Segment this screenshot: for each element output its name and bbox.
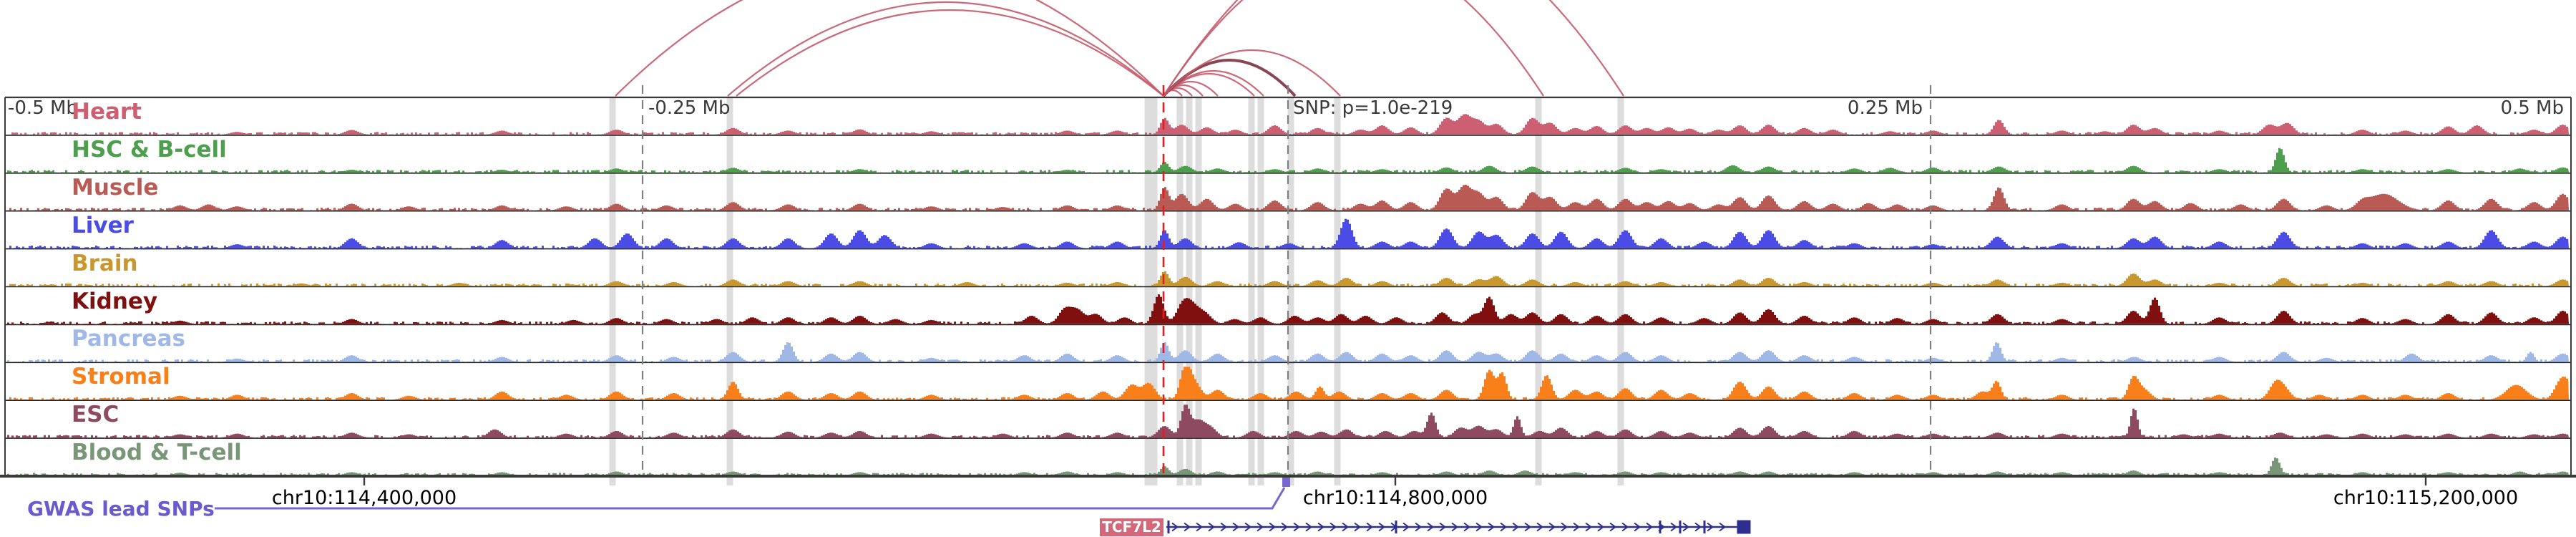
track-label-brain: Brain <box>72 250 138 276</box>
ruler-label-minus-0.5mb: -0.5 Mb <box>8 97 78 119</box>
transcription-direction-chevron <box>1548 522 1556 532</box>
ruler-label-plus-0.25mb: 0.25 Mb <box>1847 97 1923 119</box>
transcription-direction-chevron <box>1354 522 1362 532</box>
guide-lines <box>641 85 1932 478</box>
snp-highlight-band <box>726 97 733 485</box>
transcription-direction-chevron <box>1475 522 1483 532</box>
transcription-direction-chevron <box>1512 522 1520 532</box>
snp-highlight-band <box>1334 97 1341 485</box>
transcription-direction-chevron <box>1609 522 1617 532</box>
transcription-direction-chevron <box>1561 522 1568 532</box>
track-label-blood-t-cell: Blood & T-cell <box>72 440 242 466</box>
transcription-direction-chevron <box>1646 522 1654 532</box>
snp-highlight-band <box>1248 97 1255 485</box>
transcription-direction-chevron <box>1536 522 1544 532</box>
transcription-direction-chevron <box>1634 522 1641 532</box>
transcription-direction-chevron <box>1463 522 1471 532</box>
snp-highlight-band <box>609 97 616 485</box>
transcription-direction-chevron <box>1439 522 1447 532</box>
snp-highlight-band <box>1617 97 1624 485</box>
transcription-direction-chevron <box>1244 522 1252 532</box>
interaction-arc <box>1163 0 1624 97</box>
transcription-direction-chevron <box>1427 522 1435 532</box>
transcription-direction-chevron <box>1281 522 1289 532</box>
track-label-liver: Liver <box>72 212 134 238</box>
gene-label-tcf7l2: TCF7L2 <box>1100 518 1163 536</box>
track-label-muscle: Muscle <box>72 174 159 200</box>
snp-highlight-bands <box>609 97 1624 485</box>
snp-pvalue-label: SNP: p=1.0e-219 <box>1293 97 1453 119</box>
gene-end-exon-block <box>1737 520 1751 534</box>
transcription-direction-chevron <box>1597 522 1605 532</box>
interaction-arc <box>615 0 1164 97</box>
signal-track-muscle <box>7 185 2569 211</box>
signal-tracks <box>7 114 2569 475</box>
gwas-lead-snp-marker <box>1282 478 1290 487</box>
transcription-direction-chevron <box>1196 522 1204 532</box>
transcription-direction-chevron <box>1682 522 1690 532</box>
transcription-direction-chevron <box>1366 522 1374 532</box>
transcription-direction-chevron <box>1451 522 1459 532</box>
interaction-arc <box>1163 49 1341 97</box>
transcription-direction-chevron <box>1707 522 1714 532</box>
transcription-direction-chevron <box>1171 522 1179 532</box>
transcription-direction-chevron <box>1184 522 1191 532</box>
transcription-direction-chevron <box>1317 522 1325 532</box>
track-label-pancreas: Pancreas <box>72 326 185 352</box>
transcription-direction-chevron <box>1573 522 1581 532</box>
transcription-direction-chevron <box>1342 522 1350 532</box>
ruler-label-minus-0.25mb: -0.25 Mb <box>648 97 731 119</box>
transcription-direction-chevron <box>1585 522 1593 532</box>
transcription-direction-chevron <box>1330 522 1337 532</box>
transcription-direction-chevron <box>1488 522 1496 532</box>
transcription-direction-chevron <box>1208 522 1216 532</box>
signal-track-stromal <box>7 367 2569 400</box>
snp-highlight-band <box>1287 97 1294 485</box>
transcription-direction-chevron <box>1257 522 1264 532</box>
snp-highlight-band <box>1176 97 1184 485</box>
transcription-direction-chevron <box>1293 522 1301 532</box>
transcription-direction-chevron <box>1719 522 1727 532</box>
track-label-heart: Heart <box>72 99 142 125</box>
transcription-direction-chevron <box>1670 522 1678 532</box>
transcription-direction-chevron <box>1378 522 1386 532</box>
coordinate-label-left: chr10:114,400,000 <box>271 487 457 509</box>
snp-highlight-band <box>1144 97 1151 485</box>
transcription-direction-chevron <box>1232 522 1240 532</box>
snp-highlight-band <box>1257 97 1264 485</box>
gwas-pointer-line <box>215 487 1286 510</box>
track-label-kidney: Kidney <box>72 288 158 314</box>
transcription-direction-chevron <box>1402 522 1410 532</box>
interaction-arcs <box>615 0 1624 97</box>
transcription-direction-chevron <box>1269 522 1277 532</box>
snp-highlight-band <box>1535 97 1542 485</box>
coordinate-label-right: chr10:115,200,000 <box>2333 487 2519 509</box>
signal-track-brain <box>7 271 2569 286</box>
track-label-stromal: Stromal <box>72 364 170 390</box>
transcription-direction-chevron <box>1524 522 1532 532</box>
gwas-lead-snps-label: GWAS lead SNPs <box>27 497 215 521</box>
transcription-direction-chevron <box>1305 522 1313 532</box>
interaction-arc <box>736 9 1164 97</box>
gene-model-tcf7l2 <box>1166 520 1751 534</box>
snp-highlight-band <box>1186 97 1193 485</box>
interaction-arc <box>727 1 1164 97</box>
interaction-arc <box>1163 0 1544 97</box>
ruler-label-plus-0.5mb: 0.5 Mb <box>2500 97 2564 119</box>
track-label-hsc-b-cell: HSC & B-cell <box>72 136 227 163</box>
transcription-direction-chevron <box>1694 522 1702 532</box>
coordinate-label-center: chr10:114,800,000 <box>1302 487 1488 509</box>
transcription-direction-chevron <box>1500 522 1508 532</box>
signal-track-pancreas <box>7 342 2569 362</box>
transcription-direction-chevron <box>1621 522 1629 532</box>
transcription-direction-chevron <box>1220 522 1228 532</box>
signal-track-blood-t-cell <box>7 458 2569 475</box>
snp-highlight-band <box>1195 97 1202 485</box>
track-label-esc: ESC <box>72 402 119 428</box>
snp-highlight-band <box>1151 97 1158 485</box>
transcription-direction-chevron <box>1415 522 1423 532</box>
